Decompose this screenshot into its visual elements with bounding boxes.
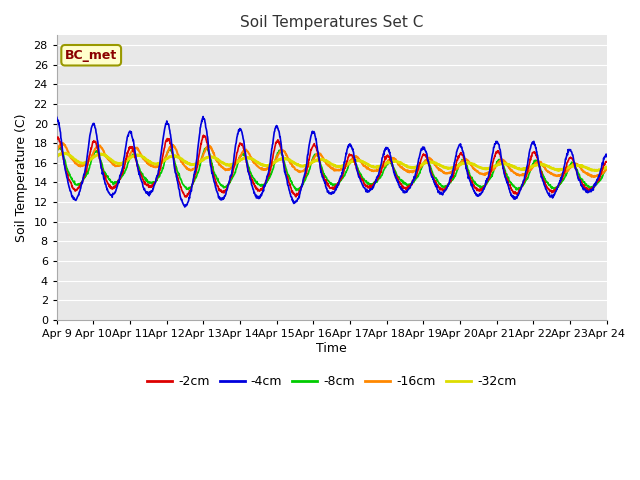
Text: BC_met: BC_met [65, 49, 117, 62]
Y-axis label: Soil Temperature (C): Soil Temperature (C) [15, 113, 28, 242]
X-axis label: Time: Time [316, 342, 347, 355]
Title: Soil Temperatures Set C: Soil Temperatures Set C [240, 15, 423, 30]
Legend: -2cm, -4cm, -8cm, -16cm, -32cm: -2cm, -4cm, -8cm, -16cm, -32cm [142, 370, 522, 393]
